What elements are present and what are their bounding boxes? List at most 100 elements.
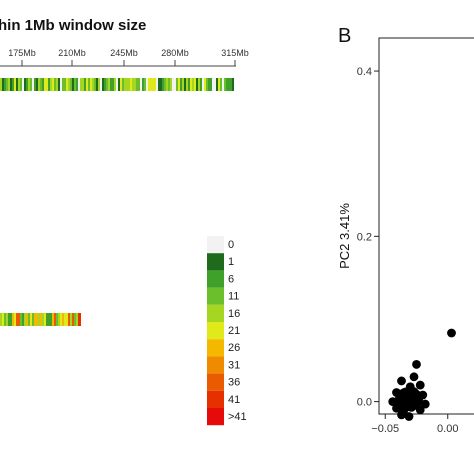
- legend-swatch: [207, 373, 224, 391]
- density-window: [46, 78, 48, 91]
- density-window: [24, 313, 26, 326]
- density-window: [8, 313, 10, 326]
- legend-label: 0: [228, 239, 234, 251]
- density-window: [18, 78, 20, 91]
- density-window: [32, 78, 34, 91]
- legend-label: 21: [228, 325, 240, 337]
- density-window: [36, 78, 38, 91]
- density-window: [98, 78, 100, 91]
- density-window: [226, 78, 228, 91]
- x-tick-label: 210Mb: [58, 48, 86, 58]
- density-window: [168, 78, 170, 91]
- density-window: [60, 313, 62, 326]
- density-window: [14, 313, 16, 326]
- density-window: [30, 313, 32, 326]
- legend-label: 1: [228, 256, 234, 268]
- density-window: [64, 313, 66, 326]
- legend-swatch: [207, 390, 224, 408]
- density-window: [104, 78, 106, 91]
- legend-label: 6: [228, 273, 234, 285]
- density-window: [62, 78, 64, 91]
- density-window: [12, 78, 14, 91]
- scatter-point: [404, 412, 414, 421]
- density-window: [220, 78, 222, 91]
- density-window: [208, 78, 210, 91]
- density-window: [148, 78, 150, 91]
- density-window: [18, 313, 20, 326]
- density-window: [202, 78, 204, 91]
- density-window: [182, 78, 184, 91]
- density-window: [142, 78, 144, 91]
- legend-swatch: [207, 339, 224, 357]
- density-window: [158, 78, 160, 91]
- density-window: [224, 78, 226, 91]
- density-window: [40, 313, 42, 326]
- density-window: [78, 78, 80, 91]
- density-window: [76, 313, 78, 326]
- density-window: [56, 313, 58, 326]
- legend-swatch: [207, 236, 224, 254]
- scatter-point: [397, 376, 406, 386]
- density-window: [160, 78, 162, 91]
- density-window: [10, 313, 12, 326]
- scatter-point: [397, 410, 406, 420]
- density-window: [176, 78, 178, 91]
- density-window: [70, 78, 72, 91]
- density-window: [46, 313, 48, 326]
- density-window: [124, 78, 126, 91]
- legend-swatch: [207, 287, 224, 305]
- scatter-point: [392, 403, 401, 413]
- y-axis-label: PC2 3.41%: [337, 203, 352, 269]
- density-window: [184, 78, 186, 91]
- legend-label: 36: [228, 377, 240, 389]
- density-window: [90, 78, 92, 91]
- panel-b-pca: B PC2 3.41% 0.0 0.2 0.4 −0.05 0.00: [337, 25, 474, 435]
- legend-label: 41: [228, 394, 240, 406]
- density-window: [4, 313, 6, 326]
- density-window: [196, 78, 198, 91]
- density-window: [54, 78, 56, 91]
- density-window: [222, 78, 224, 91]
- density-window: [120, 78, 122, 91]
- density-window: [68, 78, 70, 91]
- density-window: [74, 313, 76, 326]
- density-window: [198, 78, 200, 91]
- density-window: [180, 78, 182, 91]
- density-window: [0, 78, 2, 91]
- density-window: [30, 78, 32, 91]
- chromosome-track-1: [0, 78, 234, 91]
- density-window: [58, 78, 60, 91]
- density-window: [230, 78, 232, 91]
- density-window: [108, 78, 110, 91]
- density-window: [94, 78, 96, 91]
- y-tick-label: 0.2: [357, 231, 372, 243]
- density-window: [192, 78, 194, 91]
- density-window: [60, 78, 62, 91]
- density-window: [130, 78, 132, 91]
- density-window: [122, 78, 124, 91]
- density-window: [178, 78, 180, 91]
- density-window: [200, 78, 202, 91]
- density-window: [14, 78, 16, 91]
- scatter-point: [409, 387, 419, 397]
- density-window: [70, 313, 72, 326]
- legend-label: 26: [228, 342, 240, 354]
- density-window: [88, 78, 90, 91]
- density-window: [126, 78, 128, 91]
- density-window: [26, 313, 28, 326]
- x-tick-label: 175Mb: [8, 48, 36, 58]
- density-window: [64, 78, 66, 91]
- density-window: [204, 78, 206, 91]
- chromosome-track-2: [0, 313, 81, 326]
- density-window: [96, 78, 98, 91]
- density-window: [162, 78, 164, 91]
- density-window: [54, 313, 56, 326]
- density-window: [188, 78, 190, 91]
- density-window: [136, 78, 138, 91]
- density-window: [10, 78, 12, 91]
- density-window: [34, 313, 36, 326]
- density-window: [206, 78, 208, 91]
- density-window: [56, 78, 58, 91]
- density-window: [66, 78, 68, 91]
- density-window: [48, 313, 50, 326]
